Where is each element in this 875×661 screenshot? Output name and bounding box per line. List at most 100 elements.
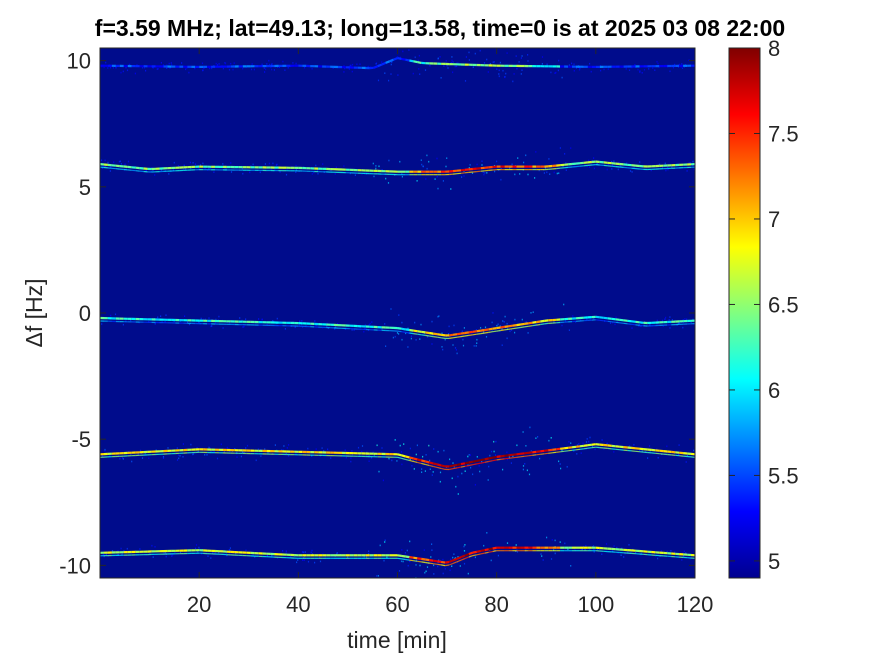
noise-speckle (166, 67, 167, 69)
trace-segment-echo (608, 321, 612, 322)
noise-speckle (401, 451, 402, 453)
noise-speckle (343, 71, 344, 73)
trace-segment-echo (505, 458, 509, 459)
trace-segment (421, 559, 425, 560)
trace-segment-echo (584, 448, 588, 449)
y-axis-label: Δf [Hz] (21, 278, 47, 347)
trace-segment-echo (624, 323, 628, 324)
noise-speckle (385, 540, 386, 542)
noise-speckle (217, 64, 218, 66)
noise-speckle (527, 54, 528, 56)
trace-segment (489, 458, 493, 459)
noise-speckle (549, 173, 550, 175)
noise-speckle (403, 561, 404, 563)
noise-speckle (154, 546, 155, 548)
noise-speckle (419, 73, 420, 75)
noise-speckle (450, 188, 451, 190)
noise-speckle (657, 558, 658, 560)
noise-speckle (202, 69, 203, 71)
noise-speckle (184, 315, 185, 317)
noise-speckle (302, 551, 303, 553)
noise-speckle (345, 449, 346, 451)
trace-segment (425, 461, 429, 462)
noise-speckle (315, 165, 316, 167)
noise-speckle (452, 344, 453, 346)
trace-segment (532, 322, 536, 323)
noise-speckle (496, 161, 497, 163)
noise-speckle (128, 161, 129, 163)
noise-speckle (378, 166, 379, 168)
noise-speckle (437, 176, 438, 178)
noise-speckle (414, 322, 415, 324)
trace-segment (485, 459, 489, 460)
trace-segment (417, 62, 421, 63)
trace-segment-echo (461, 336, 465, 337)
noise-speckle (593, 157, 594, 159)
noise-speckle (464, 563, 465, 565)
noise-speckle (476, 345, 477, 347)
noise-speckle (274, 69, 275, 71)
noise-speckle (494, 61, 495, 63)
trace-segment (469, 462, 473, 463)
trace-segment (489, 329, 493, 330)
noise-speckle (492, 312, 493, 314)
trace-segment-echo (465, 466, 469, 467)
noise-speckle (473, 66, 474, 68)
noise-speckle (652, 67, 653, 69)
noise-speckle (427, 566, 428, 568)
trace-segment-echo (413, 561, 417, 562)
trace-segment (457, 464, 461, 465)
noise-speckle (502, 469, 503, 471)
trace-segment-echo (497, 459, 501, 460)
noise-speckle (441, 346, 442, 348)
noise-speckle (542, 63, 543, 65)
noise-speckle (516, 68, 517, 70)
trace-segment (409, 457, 413, 458)
noise-speckle (665, 163, 666, 165)
noise-speckle (400, 445, 401, 447)
noise-speckle (378, 575, 379, 577)
noise-speckle (523, 162, 524, 164)
noise-speckle (554, 72, 555, 74)
noise-speckle (507, 52, 508, 54)
noise-speckle (464, 550, 465, 552)
chart-title: f=3.59 MHz; lat=49.13; long=13.58, time=… (0, 15, 875, 42)
trace-segment (560, 448, 564, 449)
noise-speckle (271, 63, 272, 65)
noise-speckle (443, 573, 444, 575)
noise-speckle (219, 63, 220, 65)
noise-speckle (498, 73, 499, 75)
noise-speckle (484, 172, 485, 174)
trace-segment (382, 63, 386, 65)
noise-speckle (502, 344, 503, 346)
noise-speckle (123, 324, 124, 326)
noise-speckle (178, 458, 179, 460)
trace-segment (409, 330, 413, 331)
noise-speckle (234, 62, 235, 64)
noise-speckle (359, 63, 360, 65)
noise-speckle (402, 176, 403, 178)
noise-speckle (223, 327, 224, 329)
noise-speckle (657, 63, 658, 65)
noise-speckle (471, 333, 472, 335)
noise-speckle (161, 62, 162, 64)
trace-segment (402, 59, 406, 60)
noise-speckle (453, 325, 454, 327)
noise-speckle (242, 451, 243, 453)
noise-speckle (533, 311, 534, 313)
noise-speckle (488, 466, 489, 468)
noise-speckle (670, 550, 671, 552)
noise-speckle (411, 335, 412, 337)
trace-segment (540, 321, 544, 322)
noise-speckle (123, 458, 124, 460)
noise-speckle (396, 460, 397, 462)
noise-speckle (642, 72, 643, 74)
noise-speckle (285, 328, 286, 330)
trace-segment (437, 334, 441, 335)
noise-speckle (307, 448, 308, 450)
noise-speckle (519, 61, 520, 63)
trace-segment-echo (425, 563, 429, 564)
noise-speckle (320, 561, 321, 563)
noise-speckle (398, 333, 399, 335)
